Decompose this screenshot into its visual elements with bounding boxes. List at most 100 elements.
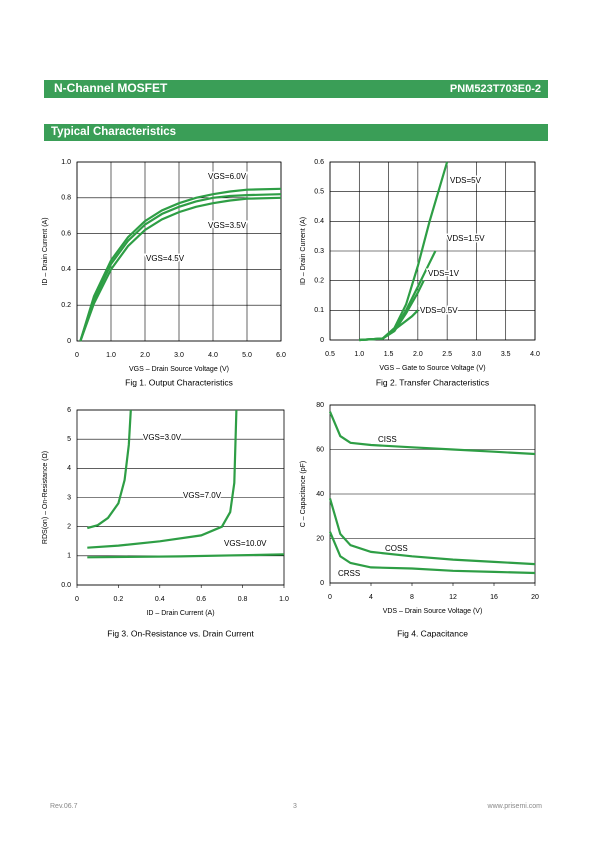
- x-tick-label: 4.0: [530, 351, 540, 358]
- section-title: Typical Characteristics: [51, 126, 176, 138]
- series-label: VGS=3.5V: [208, 221, 247, 230]
- x-tick-label: 0.5: [325, 351, 335, 358]
- y-tick-label: 0.6: [61, 230, 71, 237]
- y-tick-label: 0.4: [61, 266, 71, 273]
- y-tick-label: 0: [320, 337, 324, 344]
- x-tick-label: 3.0: [174, 352, 184, 359]
- series-label: VDS=5V: [450, 176, 482, 185]
- x-tick-label: 0: [75, 352, 79, 359]
- y-tick-label: 0.6: [314, 159, 324, 166]
- curve: [87, 409, 132, 530]
- x-tick-label: 0.6: [196, 596, 206, 603]
- y-tick-label: 0.2: [61, 302, 71, 309]
- x-tick-label: 4: [369, 594, 373, 601]
- plot-frame: [329, 161, 536, 341]
- header-title: N-Channel MOSFET: [54, 81, 168, 95]
- series-label: CISS: [378, 435, 397, 444]
- page-number: 3: [293, 803, 297, 810]
- y-tick-label: 0: [320, 580, 324, 587]
- series-label: CRSS: [338, 569, 360, 578]
- y-axis-label: RDS(on) – On-Resistance (Ω): [42, 451, 49, 544]
- series-label: VGS=7.0V: [183, 491, 222, 500]
- x-axis-label: VGS – Drain Source Voltage (V): [129, 366, 229, 373]
- y-tick-label: 60: [316, 446, 324, 453]
- figure-caption: Fig 4. Capacitance: [397, 628, 468, 638]
- series-label: VGS=10.0V: [224, 539, 267, 548]
- x-axis-label: VGS – Gate to Source Voltage (V): [379, 365, 485, 372]
- curve: [87, 409, 238, 549]
- curve: [87, 553, 285, 559]
- curve: [79, 196, 282, 342]
- y-tick-label: 0.2: [314, 278, 324, 285]
- y-tick-label: 0.0: [61, 582, 71, 589]
- x-axis-label: VDS – Drain Source Voltage (V): [383, 608, 483, 615]
- x-tick-label: 2.0: [413, 351, 423, 358]
- x-tick-label: 1.5: [384, 351, 394, 358]
- curve: [359, 309, 419, 342]
- y-tick-label: 5: [67, 436, 71, 443]
- x-tick-label: 16: [490, 594, 498, 601]
- website: www.prisemi.com: [487, 803, 543, 810]
- x-tick-label: 1.0: [279, 596, 289, 603]
- curve: [79, 187, 282, 342]
- y-axis-label: ID – Drain Current (A): [300, 217, 307, 285]
- y-tick-label: 1: [67, 553, 71, 560]
- series-label: VDS=1V: [428, 269, 460, 278]
- y-tick-label: 20: [316, 535, 324, 542]
- series-label: VGS=6.0V: [208, 172, 247, 181]
- y-tick-label: 0.8: [61, 195, 71, 202]
- curve: [328, 411, 536, 456]
- x-tick-label: 0: [328, 594, 332, 601]
- x-tick-label: 6.0: [276, 352, 286, 359]
- plot-frame: [329, 404, 536, 584]
- y-tick-label: 0.5: [314, 189, 324, 196]
- y-axis-label: ID – Drain Current (A): [42, 217, 49, 285]
- y-tick-label: 4: [67, 465, 71, 472]
- x-tick-label: 5.0: [242, 352, 252, 359]
- x-tick-label: 0.4: [155, 596, 165, 603]
- curve: [328, 498, 536, 566]
- plot-frame: [76, 161, 282, 342]
- plot-frame: [76, 409, 285, 586]
- series-label: VDS=1.5V: [447, 234, 485, 243]
- x-tick-label: 4.0: [208, 352, 218, 359]
- series-label: COSS: [385, 544, 408, 553]
- x-tick-label: 3.0: [472, 351, 482, 358]
- series-label: VDS=0.5V: [420, 306, 458, 315]
- x-tick-label: 0: [75, 596, 79, 603]
- y-tick-label: 0.3: [314, 248, 324, 255]
- y-tick-label: 80: [316, 402, 324, 409]
- figure-caption: Fig 2. Transfer Characteristics: [376, 377, 489, 387]
- y-tick-label: 1.0: [61, 159, 71, 166]
- y-axis-label: C – Capacitance (pF): [300, 461, 307, 528]
- x-tick-label: 1.0: [106, 352, 116, 359]
- x-tick-label: 1.0: [354, 351, 364, 358]
- series-label: VGS=3.0V: [143, 433, 182, 442]
- curve: [328, 531, 536, 575]
- curve: [79, 193, 282, 342]
- y-tick-label: 0.4: [314, 218, 324, 225]
- x-tick-label: 2.5: [442, 351, 452, 358]
- y-tick-label: 6: [67, 407, 71, 414]
- revision: Rev.06.7: [50, 803, 78, 810]
- y-tick-label: 2: [67, 524, 71, 531]
- series-label: VGS=4.5V: [146, 254, 185, 263]
- y-tick-label: 0.1: [314, 307, 324, 314]
- x-tick-label: 2.0: [140, 352, 150, 359]
- figure-caption: Fig 3. On-Resistance vs. Drain Current: [107, 628, 254, 638]
- part-number: PNM523T703E0-2: [450, 83, 541, 95]
- y-tick-label: 40: [316, 491, 324, 498]
- x-axis-label: ID – Drain Current (A): [146, 610, 214, 617]
- x-tick-label: 20: [531, 594, 539, 601]
- x-tick-label: 0.8: [238, 596, 248, 603]
- y-tick-label: 3: [67, 494, 71, 501]
- y-tick-label: 0: [67, 338, 71, 345]
- header-bar: [44, 80, 548, 98]
- x-tick-label: 0.2: [114, 596, 124, 603]
- section-bar: [44, 124, 548, 141]
- x-tick-label: 3.5: [501, 351, 511, 358]
- figure-caption: Fig 1. Output Characteristics: [125, 377, 233, 387]
- x-tick-label: 8: [410, 594, 414, 601]
- x-tick-label: 12: [449, 594, 457, 601]
